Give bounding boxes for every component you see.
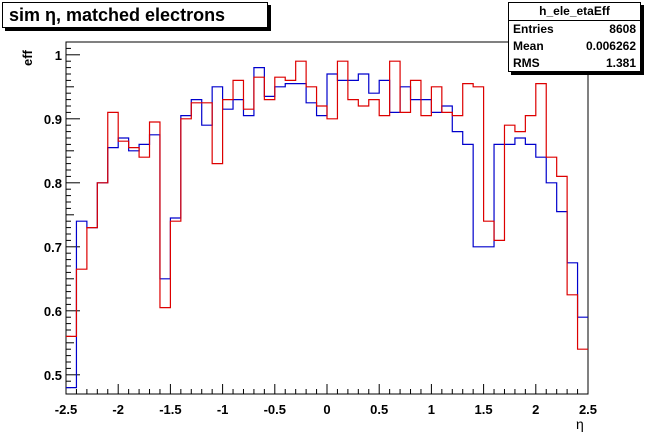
chart-title: sim η, matched electrons (2, 2, 268, 28)
y-axis-label: eff (20, 50, 35, 66)
x-tick-label: 1.5 (475, 402, 493, 417)
y-tick-label: 0.9 (44, 112, 62, 127)
x-tick-label: -0.5 (264, 402, 286, 417)
stats-row-mean: Mean 0.006262 (509, 38, 640, 55)
x-axis-label: η (576, 416, 584, 432)
y-tick-label: 0.5 (44, 368, 62, 383)
stats-label: Entries (513, 22, 554, 36)
stats-row-rms: RMS 1.381 (509, 55, 640, 72)
x-tick-label: 0 (323, 402, 330, 417)
y-tick-label: 0.7 (44, 240, 62, 255)
stats-value: 1.381 (605, 56, 636, 70)
series-line-2 (66, 60, 588, 350)
x-tick-label: -1.5 (159, 402, 181, 417)
stats-value: 0.006262 (585, 39, 636, 53)
x-tick-label: 2 (532, 402, 539, 417)
x-tick-label: 2.5 (579, 402, 597, 417)
axis-ticks: -2.5 -2 -1.5 -1 -0.5 0 0.5 1 1.5 2 2.5 0.5 0.6 0.7 0.8… (44, 41, 597, 417)
series-group (66, 60, 588, 389)
y-tick-label: 0.8 (44, 176, 62, 191)
x-tick-label: -2.5 (55, 402, 77, 417)
stats-value: 8608 (609, 22, 636, 36)
y-tick-label: 1 (55, 48, 62, 63)
stats-label: Mean (513, 39, 544, 53)
x-tick-label: 1 (428, 402, 435, 417)
stats-box: h_ele_etaEff Entries 8608 Mean 0.006262 … (508, 2, 641, 72)
x-tick-label: 0.5 (370, 402, 388, 417)
stats-row-entries: Entries 8608 (509, 21, 640, 38)
stats-label: RMS (513, 56, 540, 70)
x-tick-label: -1 (217, 402, 229, 417)
x-tick-label: -2 (112, 402, 124, 417)
stats-name: h_ele_etaEff (509, 3, 640, 21)
y-tick-label: 0.6 (44, 304, 62, 319)
